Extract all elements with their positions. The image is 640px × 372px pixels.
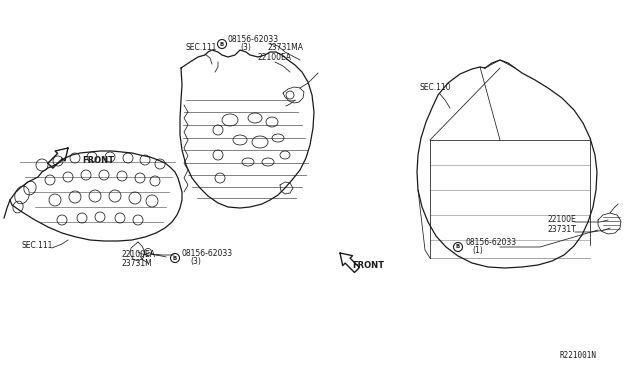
Text: B: B bbox=[456, 244, 460, 250]
Text: 22100EA: 22100EA bbox=[258, 53, 292, 62]
Text: 08156-62033: 08156-62033 bbox=[181, 249, 232, 258]
Text: SEC.111: SEC.111 bbox=[22, 241, 53, 250]
Text: B: B bbox=[220, 42, 224, 46]
Text: 08156-62033: 08156-62033 bbox=[465, 238, 516, 247]
Text: (3): (3) bbox=[190, 257, 201, 266]
Text: 08156-62033: 08156-62033 bbox=[228, 35, 279, 44]
Text: SEC.110: SEC.110 bbox=[420, 83, 451, 92]
Text: R221001N: R221001N bbox=[560, 351, 597, 360]
Text: FRONT: FRONT bbox=[352, 261, 384, 270]
Text: SEC.111: SEC.111 bbox=[186, 43, 218, 52]
Text: B: B bbox=[173, 256, 177, 260]
Text: 23731M: 23731M bbox=[122, 259, 153, 268]
Text: FRONT: FRONT bbox=[82, 156, 114, 165]
Text: 23731MA: 23731MA bbox=[267, 43, 303, 52]
Text: (1): (1) bbox=[472, 246, 483, 255]
Text: 22100EA: 22100EA bbox=[122, 250, 156, 259]
Text: 23731T: 23731T bbox=[548, 225, 577, 234]
Text: (3): (3) bbox=[240, 43, 251, 52]
Text: 22100E: 22100E bbox=[548, 215, 577, 224]
